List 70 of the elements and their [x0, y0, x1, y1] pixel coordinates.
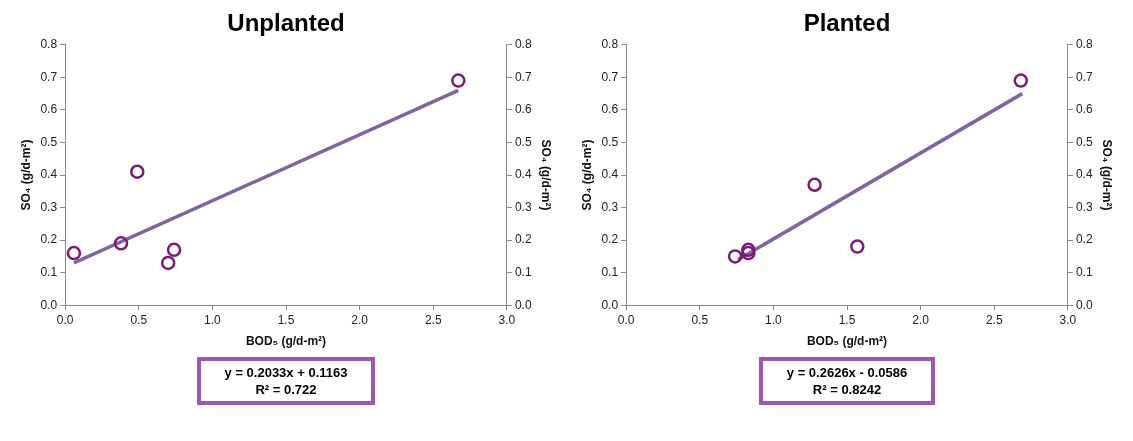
point — [451, 73, 466, 88]
y2-axis-title: SO₄ (g/d-m²) — [539, 139, 554, 211]
y-tick-label: 0.1 — [40, 264, 58, 279]
x-tick-label: 0.0 — [617, 312, 635, 327]
y-tick-label: 0.8 — [601, 37, 619, 52]
x-tick-label: 2.0 — [912, 312, 930, 327]
point — [727, 249, 743, 264]
point — [160, 255, 176, 271]
point — [807, 177, 822, 193]
y-tick-label: 0.5 — [601, 134, 619, 149]
chart-title: Unplanted — [227, 9, 345, 37]
y-tick-label: 0.2 — [40, 232, 58, 247]
y-tick-label: 0.7 — [601, 69, 619, 84]
y2-tick-label: 0.0 — [514, 297, 532, 312]
y-tick-label: 0.8 — [40, 37, 58, 52]
y-tick-label: 0.2 — [601, 232, 619, 247]
y2-tick-label: 0.5 — [1075, 134, 1093, 149]
chart-title: Planted — [803, 9, 891, 37]
x-tick-label: 2.0 — [351, 312, 369, 327]
point — [66, 245, 82, 261]
x-tick-label: 1.0 — [765, 312, 783, 327]
y2-tick-label: 0.1 — [514, 264, 532, 279]
x-tick-label: 0.5 — [130, 312, 148, 327]
point — [130, 164, 145, 179]
y-axis-title: SO₄ (g/d-m²) — [579, 139, 594, 211]
x-tick-label: 1.5 — [277, 312, 295, 327]
y-tick-label: 0.3 — [40, 199, 58, 214]
x-tick-label: 2.5 — [424, 312, 442, 327]
x-tick-label: 3.0 — [1059, 312, 1077, 327]
x-tick-label: 2.5 — [985, 312, 1003, 327]
y2-tick-label: 0.3 — [1075, 199, 1093, 214]
y2-tick-label: 0.3 — [514, 199, 532, 214]
y2-tick-label: 0.6 — [1075, 102, 1093, 117]
y-tick-label: 0.3 — [601, 199, 619, 214]
y-tick-label: 0.4 — [601, 167, 619, 182]
x-tick-label: 0.0 — [56, 312, 74, 327]
y-tick-label: 0.6 — [40, 102, 58, 117]
x-tick-label: 1.0 — [204, 312, 222, 327]
y2-tick-label: 0.2 — [514, 232, 532, 247]
y2-axis-title: SO₄ (g/d-m²) — [1100, 139, 1115, 211]
y-tick-label: 0.0 — [40, 297, 58, 312]
y2-tick-label: 0.7 — [514, 69, 532, 84]
y2-tick-label: 0.4 — [514, 167, 532, 182]
y2-tick-label: 0.8 — [1075, 37, 1093, 52]
y2-tick-label: 0.2 — [1075, 232, 1093, 247]
y2-tick-label: 0.7 — [1075, 69, 1093, 84]
y-tick-label: 0.4 — [40, 167, 58, 182]
y-axis-title: SO₄ (g/d-m²) — [18, 139, 33, 211]
y2-tick-label: 0.4 — [1075, 167, 1093, 182]
y-tick-label: 0.5 — [40, 134, 58, 149]
text-frame: y = 0.2626x - 0.0586 R² = 0.8242 — [758, 357, 936, 405]
x-tick-label: 1.5 — [838, 312, 856, 327]
x-axis-title: BOD₅ (g/d-m²) — [806, 334, 888, 349]
y-tick-label: 0.0 — [601, 297, 619, 312]
y2-tick-label: 0.8 — [514, 37, 532, 52]
y2-tick-label: 0.6 — [514, 102, 532, 117]
x-tick-label: 0.5 — [691, 312, 709, 327]
text-frame: y = 0.2033x + 0.1163 R² = 0.722 — [196, 357, 376, 405]
point — [1013, 73, 1029, 88]
y-tick-label: 0.1 — [601, 264, 619, 279]
point — [166, 242, 182, 258]
y2-tick-label: 0.0 — [1075, 297, 1093, 312]
y-tick-label: 0.7 — [40, 69, 58, 84]
x-axis-title: BOD₅ (g/d-m²) — [245, 334, 327, 349]
x-tick-label: 3.0 — [498, 312, 516, 327]
y-tick-label: 0.6 — [601, 102, 619, 117]
y2-tick-label: 0.1 — [1075, 264, 1093, 279]
y2-tick-label: 0.5 — [514, 134, 532, 149]
point — [113, 236, 129, 251]
point — [850, 239, 865, 254]
